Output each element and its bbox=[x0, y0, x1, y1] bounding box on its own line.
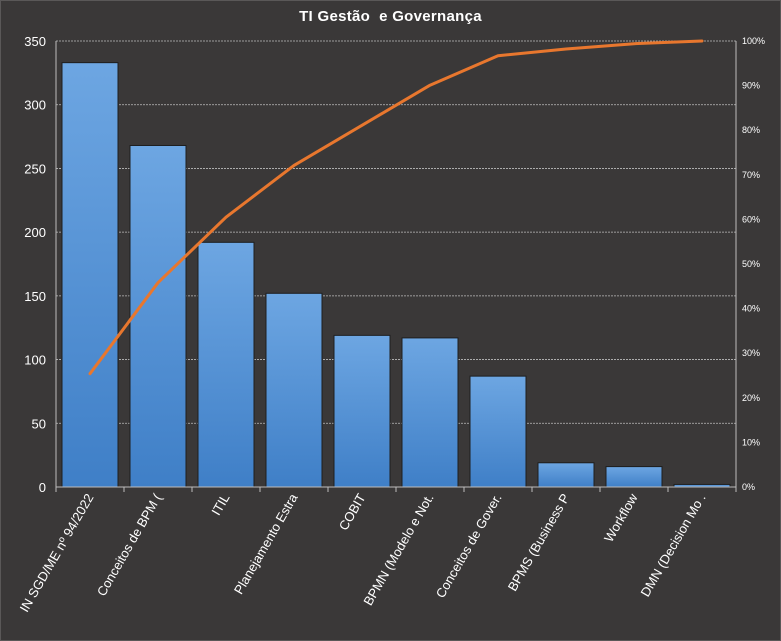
bars bbox=[61, 62, 731, 488]
bar bbox=[129, 144, 187, 488]
y2-tick-label: 100% bbox=[742, 36, 765, 46]
bar bbox=[537, 462, 595, 488]
y-tick-label: 50 bbox=[32, 416, 46, 431]
y2-tick-label: 90% bbox=[742, 81, 760, 91]
x-tick-label: IN SGD/ME nº 94/2022 bbox=[17, 491, 97, 615]
x-tick-label: COBIT bbox=[336, 491, 369, 533]
y-tick-label: 250 bbox=[24, 161, 46, 176]
bar bbox=[197, 241, 255, 488]
y-tick-label: 100 bbox=[24, 353, 46, 368]
y-tick-label: 0 bbox=[39, 480, 46, 495]
axes bbox=[55, 41, 737, 492]
x-tick-label: ITIL bbox=[208, 491, 232, 518]
cumulative-line bbox=[88, 39, 704, 376]
x-tick-label: Conceitos de Gover. bbox=[433, 491, 505, 601]
y2-tick-label: 10% bbox=[742, 437, 760, 447]
chart-title: TI Gestão e Governança bbox=[299, 8, 482, 25]
y2-tick-label: 70% bbox=[742, 170, 760, 180]
bar bbox=[401, 337, 459, 488]
y2-tick-label: 20% bbox=[742, 393, 760, 403]
cumulative-percent-line bbox=[88, 39, 704, 376]
y-tick-label: 350 bbox=[24, 34, 46, 49]
x-tick-label: Planejamento Estra bbox=[231, 490, 301, 596]
bar bbox=[469, 375, 527, 488]
x-tick-label: BPMS (Business P bbox=[505, 491, 573, 594]
x-tick-label: DMN (Decision Mo . bbox=[637, 491, 708, 599]
bar bbox=[605, 466, 663, 488]
y2-tick-label: 80% bbox=[742, 125, 760, 135]
x-tick-label: Conceitos de BPM ( bbox=[94, 490, 165, 598]
bar bbox=[61, 62, 119, 488]
y2-tick-label: 0% bbox=[742, 482, 755, 492]
bar bbox=[333, 334, 391, 488]
y-tick-label: 300 bbox=[24, 98, 46, 113]
x-tick-label: BPMN (Modelo e Not. bbox=[360, 491, 436, 608]
x-tick-label: Workflow bbox=[601, 490, 641, 544]
y2-tick-label: 60% bbox=[742, 214, 760, 224]
y2-tick-label: 30% bbox=[742, 348, 760, 358]
y-tick-label: 200 bbox=[24, 225, 46, 240]
y2-tick-label: 50% bbox=[742, 259, 760, 269]
tick-labels: 0 50 100 150 200 250 300 350 0% 10% 20% 30% 40% 50% 60… bbox=[17, 34, 765, 615]
y2-tick-label: 40% bbox=[742, 304, 760, 314]
bar bbox=[265, 292, 323, 488]
y-tick-label: 150 bbox=[24, 289, 46, 304]
